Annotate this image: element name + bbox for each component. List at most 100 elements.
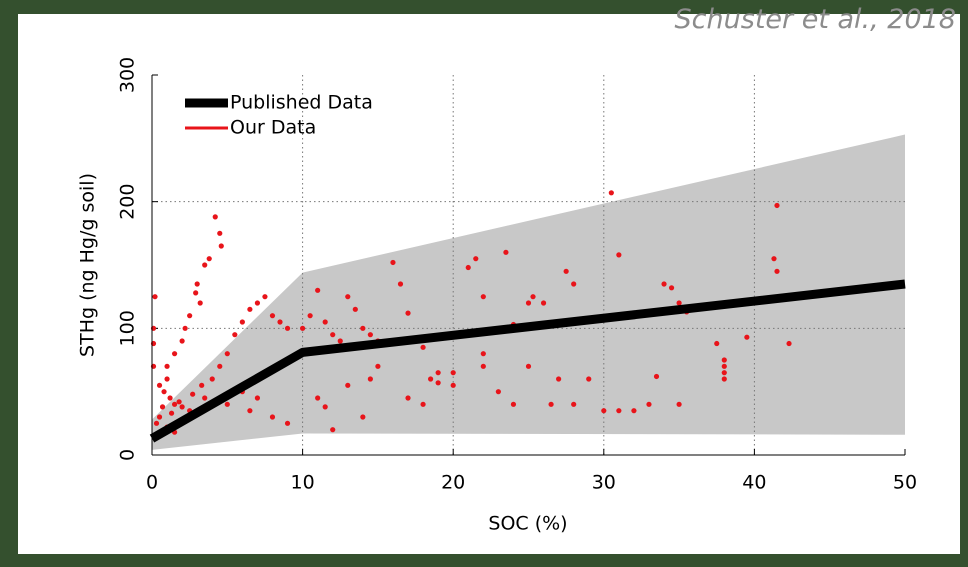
point bbox=[530, 294, 536, 300]
point bbox=[197, 300, 203, 306]
point bbox=[224, 351, 230, 357]
point bbox=[199, 382, 205, 388]
point bbox=[262, 294, 268, 300]
y-tick-label: 200 bbox=[117, 184, 139, 220]
point bbox=[156, 382, 163, 388]
point bbox=[153, 420, 160, 426]
point bbox=[428, 376, 434, 382]
point bbox=[159, 404, 166, 410]
point bbox=[322, 404, 328, 410]
point bbox=[548, 401, 554, 407]
point bbox=[224, 401, 230, 407]
point bbox=[375, 363, 381, 369]
x-axis-label: SOC (%) bbox=[488, 513, 567, 535]
point bbox=[774, 268, 780, 274]
point bbox=[202, 395, 208, 401]
point bbox=[571, 401, 577, 407]
point bbox=[206, 256, 212, 262]
point bbox=[217, 363, 223, 369]
x-tick-label: 0 bbox=[146, 472, 158, 494]
point bbox=[337, 338, 343, 344]
legend-label: Published Data bbox=[230, 92, 373, 114]
x-tick-label: 10 bbox=[291, 472, 315, 494]
point bbox=[450, 382, 456, 388]
point bbox=[435, 380, 441, 386]
point bbox=[202, 262, 208, 268]
point bbox=[360, 325, 366, 331]
point bbox=[367, 376, 373, 382]
point bbox=[176, 399, 182, 405]
point bbox=[345, 294, 351, 300]
point bbox=[167, 395, 173, 401]
point bbox=[284, 420, 291, 426]
point bbox=[420, 344, 426, 350]
point bbox=[193, 290, 199, 296]
point bbox=[187, 313, 193, 319]
point bbox=[405, 395, 411, 401]
y-axis-label: STHg (ng Hg/g soil) bbox=[77, 173, 99, 357]
point bbox=[616, 408, 622, 414]
point bbox=[330, 427, 336, 433]
point bbox=[525, 300, 532, 306]
point bbox=[360, 414, 366, 420]
point bbox=[676, 401, 682, 407]
point bbox=[352, 306, 358, 312]
point bbox=[239, 319, 245, 325]
point bbox=[721, 363, 727, 369]
point bbox=[631, 408, 637, 414]
point bbox=[661, 281, 667, 287]
point bbox=[179, 338, 185, 344]
point bbox=[217, 230, 223, 236]
point bbox=[322, 319, 328, 325]
y-tick-label: 0 bbox=[117, 449, 139, 461]
y-tick-label: 100 bbox=[117, 310, 139, 346]
point bbox=[668, 285, 675, 291]
point bbox=[744, 334, 750, 340]
point bbox=[480, 294, 486, 300]
point bbox=[786, 340, 792, 347]
point bbox=[390, 259, 396, 266]
point bbox=[601, 408, 607, 414]
point bbox=[510, 401, 517, 407]
citation: Schuster et al., 2018 bbox=[674, 4, 956, 35]
point bbox=[232, 332, 238, 338]
x-tick-label: 50 bbox=[893, 472, 917, 494]
point bbox=[465, 264, 471, 271]
point bbox=[571, 281, 577, 287]
point bbox=[330, 332, 336, 338]
point bbox=[420, 401, 426, 407]
point bbox=[435, 370, 441, 376]
point bbox=[480, 351, 486, 357]
point bbox=[218, 243, 224, 249]
x-tick-label: 40 bbox=[742, 472, 766, 494]
point bbox=[563, 268, 569, 274]
point bbox=[714, 340, 720, 347]
point bbox=[247, 306, 253, 312]
point bbox=[397, 281, 404, 287]
point bbox=[608, 190, 614, 196]
point bbox=[473, 256, 479, 262]
point bbox=[300, 325, 306, 331]
point bbox=[556, 376, 562, 382]
point bbox=[171, 351, 178, 357]
point bbox=[247, 408, 253, 414]
point bbox=[721, 370, 727, 376]
point bbox=[161, 389, 167, 395]
point bbox=[503, 249, 509, 255]
point bbox=[269, 313, 276, 319]
point bbox=[771, 256, 777, 262]
point bbox=[212, 214, 218, 220]
point bbox=[269, 414, 276, 420]
point bbox=[209, 376, 215, 382]
point bbox=[405, 310, 411, 316]
point bbox=[653, 373, 660, 380]
range-band bbox=[152, 134, 905, 450]
line bbox=[149, 279, 906, 443]
point bbox=[307, 313, 313, 319]
point bbox=[480, 363, 486, 369]
point bbox=[525, 363, 532, 369]
point bbox=[345, 382, 351, 388]
point bbox=[152, 294, 158, 300]
